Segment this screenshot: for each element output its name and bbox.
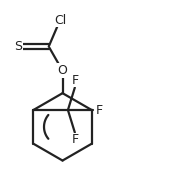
Text: F: F [96,104,103,117]
Text: F: F [71,74,78,87]
Text: F: F [71,133,78,146]
Text: Cl: Cl [54,14,67,27]
Text: S: S [14,40,22,53]
Text: O: O [58,64,67,77]
